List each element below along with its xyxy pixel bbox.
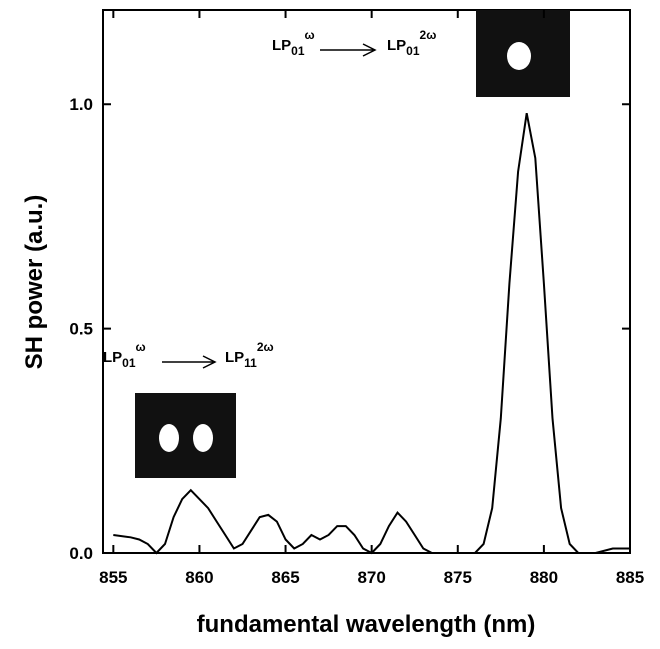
plot-frame — [102, 9, 631, 554]
x-tick-label: 880 — [530, 568, 558, 587]
annotation-arrow — [162, 355, 217, 369]
y-axis-label: SH power (a.u.) — [21, 195, 48, 370]
x-tick-label: 875 — [444, 568, 472, 587]
label-sub: 01 — [122, 356, 136, 370]
x-tick-label: 860 — [185, 568, 213, 587]
label-base: LP — [272, 37, 291, 54]
y-tick-label: 1.0 — [69, 95, 93, 114]
y-tick-label: 0.5 — [69, 320, 93, 339]
x-tick-label: 855 — [99, 568, 127, 587]
annotation-label: LP112ω — [225, 340, 274, 370]
inset-bottom — [135, 393, 236, 478]
label-sup: ω — [136, 340, 146, 354]
x-tick-label: 870 — [357, 568, 385, 587]
x-tick-label: 885 — [616, 568, 644, 587]
x-axis-label: fundamental wavelength (nm) — [197, 611, 536, 638]
annotation-label: LP01ω — [103, 340, 146, 370]
label-sup: 2ω — [420, 28, 437, 42]
label-base: LP — [103, 349, 122, 366]
x-tick-label: 865 — [271, 568, 299, 587]
label-sub: 01 — [406, 44, 420, 58]
annotation-arrow — [320, 43, 377, 57]
label-sub: 01 — [291, 44, 305, 58]
y-tick-label: 0.0 — [69, 544, 93, 563]
data-line — [113, 113, 630, 555]
label-base: LP — [387, 37, 406, 54]
annotation-label: LP012ω — [387, 28, 436, 58]
label-sub: 11 — [244, 356, 257, 370]
label-sup: 2ω — [257, 340, 274, 354]
label-base: LP — [225, 349, 244, 366]
annotation-label: LP01ω — [272, 28, 315, 58]
label-sup: ω — [305, 28, 315, 42]
inset-top — [476, 10, 570, 97]
